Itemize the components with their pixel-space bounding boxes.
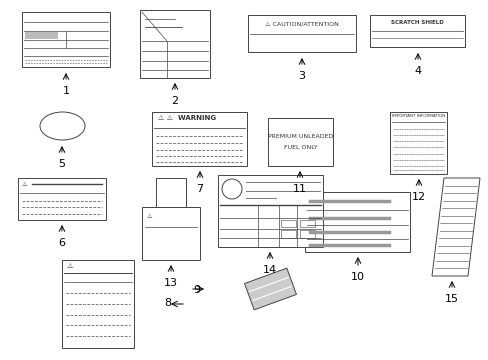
Bar [267,118,332,166]
Bar [142,207,200,260]
Bar [22,12,110,67]
Text: ⚠: ⚠ [147,214,152,219]
Text: 6: 6 [59,238,65,248]
Text: ⚠: ⚠ [22,182,27,187]
Text: 10: 10 [350,272,364,282]
Text: 11: 11 [292,184,306,194]
Bar [299,220,314,227]
Bar [299,230,314,238]
Text: 8: 8 [164,298,171,308]
Bar [62,260,134,348]
Bar [156,178,186,207]
Polygon shape [431,178,479,276]
Text: 13: 13 [163,278,178,288]
Text: 4: 4 [414,66,421,76]
Text: FUEL ONLY: FUEL ONLY [283,145,317,150]
Text: 5: 5 [59,159,65,169]
Polygon shape [244,268,296,310]
Bar [369,15,464,47]
Text: 7: 7 [196,184,203,194]
Text: 14: 14 [263,265,277,275]
Text: 15: 15 [444,294,458,304]
Bar [281,220,295,227]
Bar [305,192,409,252]
Text: 2: 2 [171,96,178,106]
Text: 1: 1 [62,86,69,96]
Circle shape [222,179,242,199]
Bar [25,32,59,39]
Text: IMPORTANT INFORMATION: IMPORTANT INFORMATION [391,114,444,118]
Bar [281,230,295,238]
Text: 3: 3 [298,71,305,81]
Text: ⚠ ⚠  WARNING: ⚠ ⚠ WARNING [158,116,216,121]
Bar [247,15,355,52]
Text: PREMIUM UNLEADED: PREMIUM UNLEADED [267,134,332,139]
Bar [140,10,209,78]
Text: SCRATCH SHIELD: SCRATCH SHIELD [390,21,443,26]
Bar [389,112,446,174]
Text: ⚠: ⚠ [67,263,73,269]
Text: 9: 9 [193,285,200,295]
Bar [218,175,323,247]
Bar [18,178,106,220]
Bar [152,112,246,166]
Text: ⚠ CAUTION/ATTENTION: ⚠ CAUTION/ATTENTION [264,22,338,27]
Text: 12: 12 [411,192,425,202]
